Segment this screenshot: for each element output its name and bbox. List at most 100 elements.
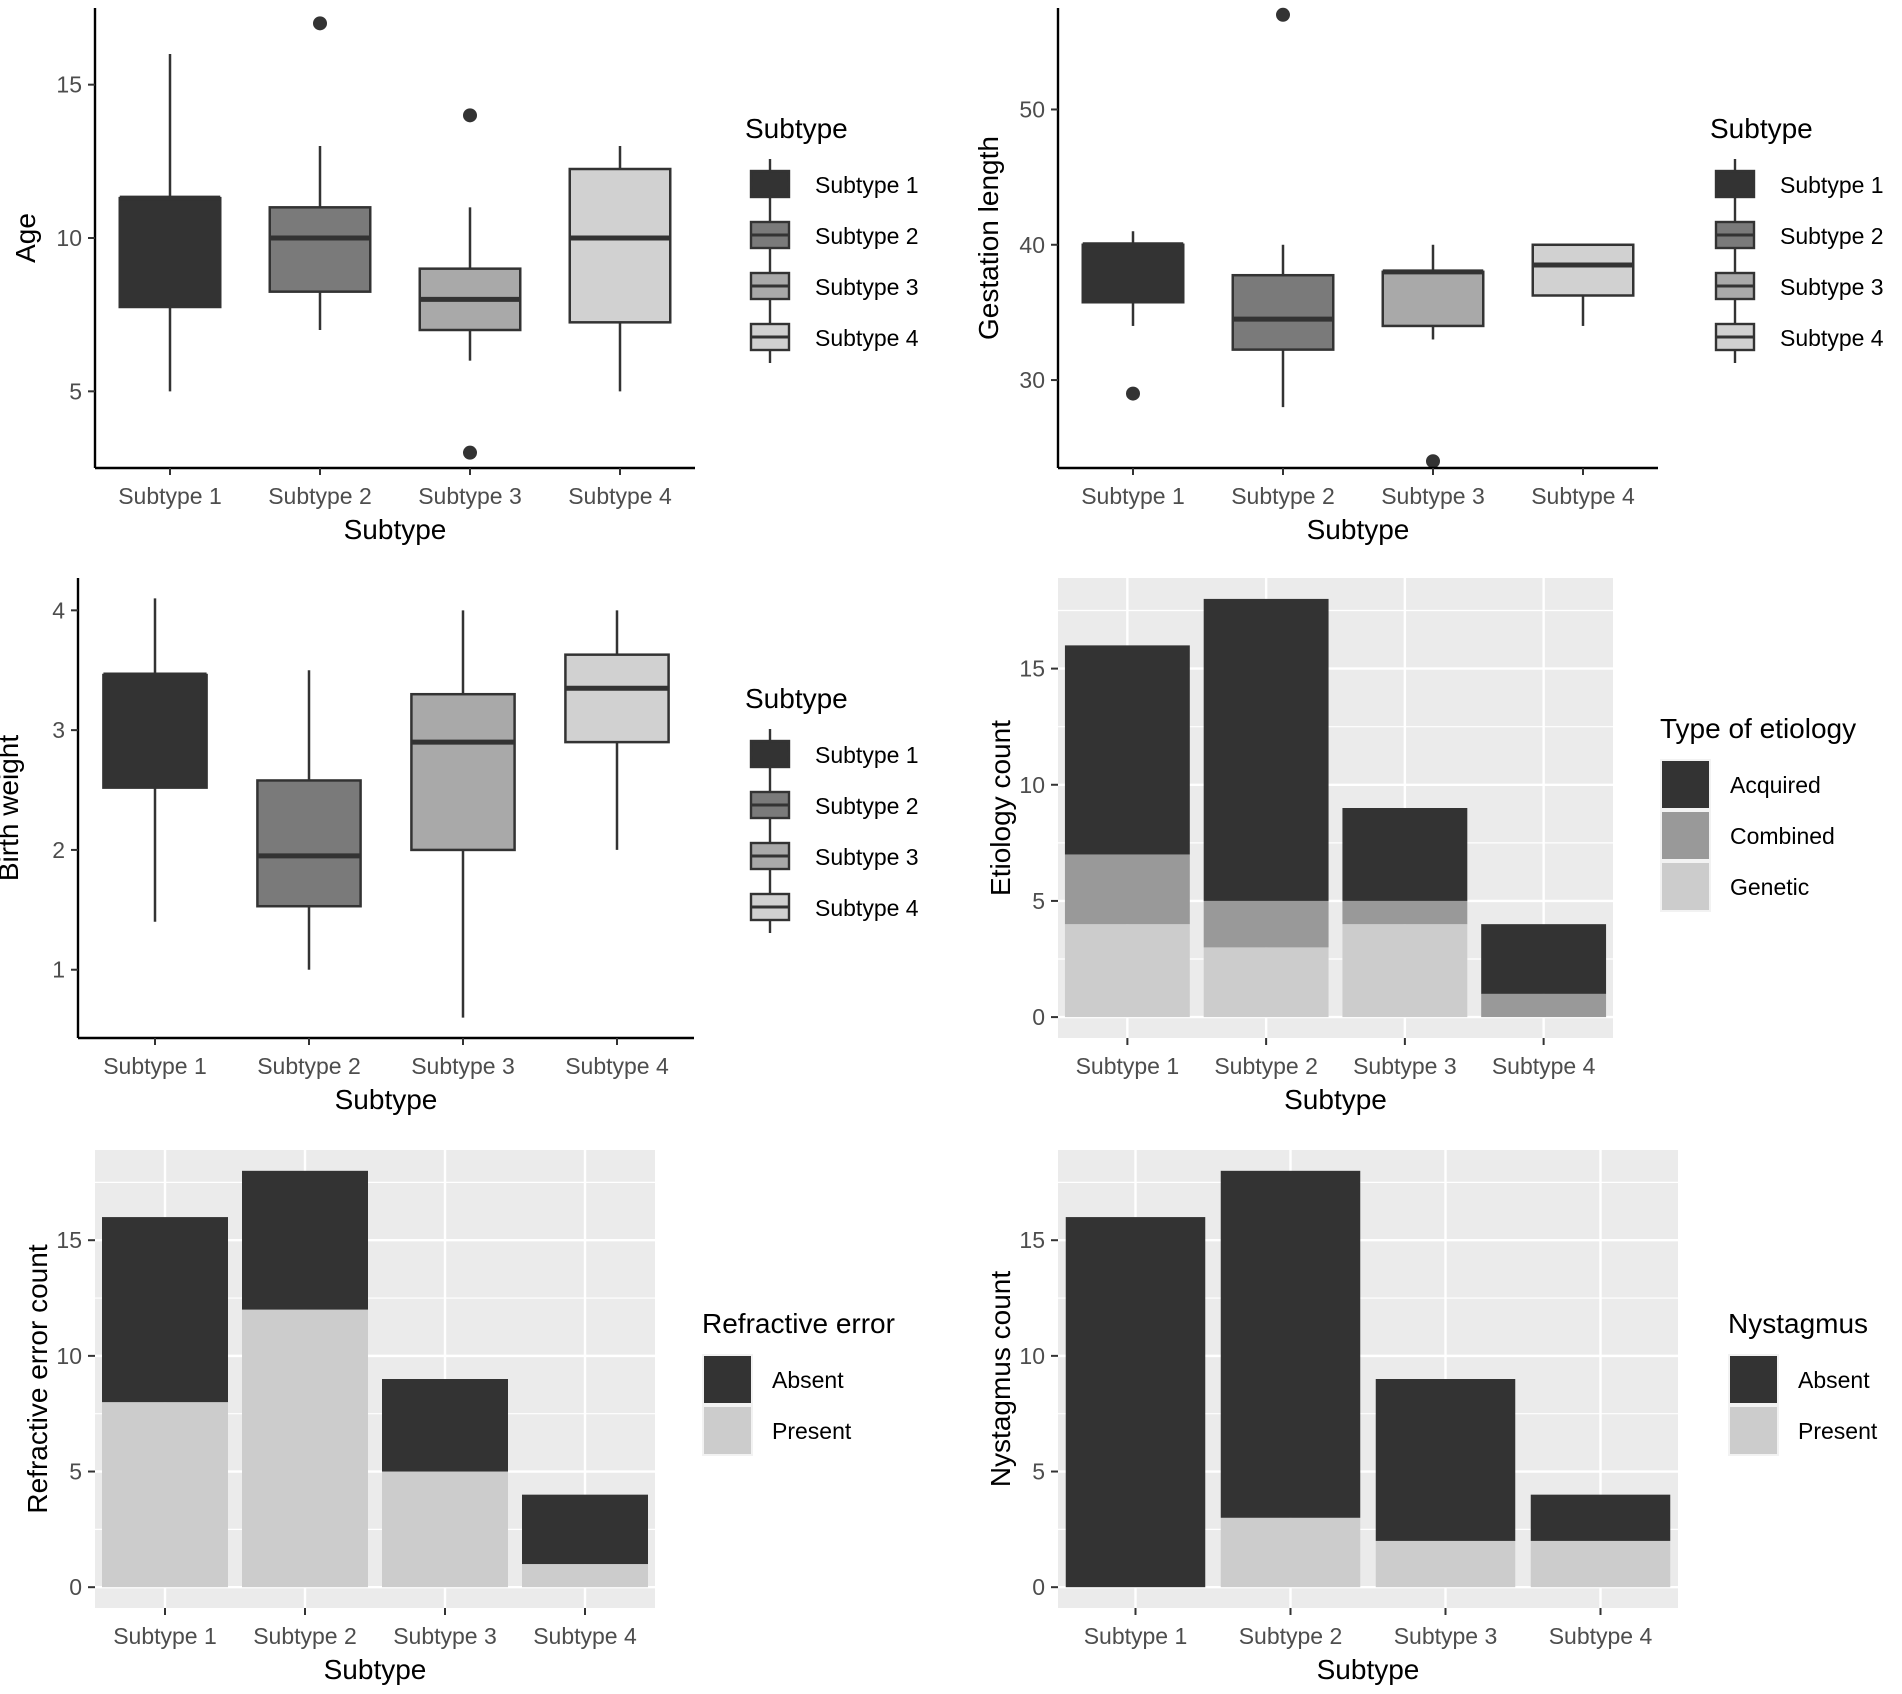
legend-label: Combined <box>1730 823 1835 849</box>
bar-absent-2 <box>1220 1170 1361 1518</box>
y-axis-title: Etiology count <box>985 720 1016 896</box>
x-tick-label: Subtype 2 <box>268 483 372 509</box>
legend-key-swatch <box>1730 1356 1777 1403</box>
y-tick-label: 5 <box>1032 888 1045 914</box>
bar-present-3 <box>382 1471 508 1588</box>
legend-label: Subtype 4 <box>815 325 919 351</box>
y-axis-title: Refractive error count <box>22 1244 53 1513</box>
legend-label: Subtype 2 <box>815 793 919 819</box>
y-tick-label: 15 <box>56 72 82 98</box>
box-1 <box>102 598 208 922</box>
y-tick-label: 15 <box>1019 1227 1045 1253</box>
bar-present-4 <box>1530 1540 1671 1588</box>
legend-title: Refractive error <box>702 1308 895 1339</box>
x-tick-label: Subtype 2 <box>1231 483 1335 509</box>
box-1 <box>1081 231 1185 401</box>
legend-title: Subtype <box>1710 113 1813 144</box>
y-tick-label: 40 <box>1019 232 1045 258</box>
legend-key-swatch <box>1662 812 1709 859</box>
box-body <box>410 692 516 852</box>
outlier-point <box>1126 386 1140 401</box>
bar-genetic-3 <box>1342 924 1468 1018</box>
x-tick-label: Subtype 2 <box>257 1053 361 1079</box>
y-axis-title: Gestation length <box>973 136 1004 340</box>
x-axis-title: Subtype <box>324 1654 427 1685</box>
x-tick-label: Subtype 3 <box>393 1623 497 1649</box>
box-2 <box>268 16 372 330</box>
legend-title: Type of etiology <box>1660 713 1856 744</box>
legend: Subtype Subtype 1 Subtype 2 Subtype 3 Subtyp… <box>745 113 919 363</box>
x-tick-label: Subtype 3 <box>1353 1053 1457 1079</box>
bar-absent-3 <box>1375 1379 1516 1541</box>
legend-key <box>745 159 796 210</box>
legend-label: Present <box>772 1418 852 1444</box>
bar-acquired-3 <box>1342 808 1468 901</box>
legend-key <box>745 261 796 312</box>
legend-key <box>1728 1354 1779 1405</box>
legend-key <box>702 1405 753 1456</box>
x-tick-label: Subtype 1 <box>1081 483 1185 509</box>
bar-absent-1 <box>1065 1217 1206 1588</box>
x-tick-label: Subtype 4 <box>568 483 672 509</box>
x-tick-label: Subtype 4 <box>533 1623 637 1649</box>
box-3 <box>410 610 516 1018</box>
box-3 <box>1381 244 1485 469</box>
legend-label: Absent <box>1798 1367 1870 1393</box>
y-axis-title: Birth weight <box>0 735 24 882</box>
legend-label: Present <box>1798 1418 1878 1444</box>
legend-label: Subtype 1 <box>1780 172 1884 198</box>
y-axis-title: Age <box>10 213 41 263</box>
legend-label: Absent <box>772 1367 844 1393</box>
x-tick-label: Subtype 2 <box>1239 1623 1343 1649</box>
x-tick-label: Subtype 3 <box>411 1053 515 1079</box>
legend-key-swatch <box>1662 863 1709 910</box>
x-tick-label: Subtype 2 <box>1214 1053 1318 1079</box>
outlier-point <box>313 16 327 31</box>
legend-key <box>745 780 796 831</box>
legend-key-swatch <box>1730 1407 1777 1454</box>
x-tick-label: Subtype 1 <box>113 1623 217 1649</box>
box-2 <box>1231 7 1335 408</box>
box-body <box>564 653 670 744</box>
chart-birthweight: 1 2 3 4 Subtype 1 Subtype 2 Subtype 3 Subtype 4… <box>0 578 919 1115</box>
legend-key <box>1728 1405 1779 1456</box>
bar-acquired-2 <box>1203 598 1329 901</box>
box-body <box>102 673 208 789</box>
x-axis-title: Subtype <box>344 514 447 545</box>
box-body <box>1531 243 1635 297</box>
x-tick-label: Subtype 4 <box>565 1053 669 1079</box>
y-tick-label: 4 <box>52 597 65 623</box>
box-body <box>1231 273 1335 351</box>
legend-key <box>745 312 796 363</box>
legend-key-swatch <box>704 1356 751 1403</box>
bar-absent-2 <box>242 1170 368 1310</box>
y-tick-label: 1 <box>52 957 65 983</box>
box-body <box>1081 243 1185 304</box>
legend-label: Subtype 3 <box>815 274 919 300</box>
bar-present-1 <box>102 1402 228 1588</box>
box-body <box>1381 270 1485 328</box>
box-4 <box>1531 243 1635 326</box>
legend: Type of etiology Acquired Combined Genetic <box>1660 713 1856 912</box>
bar-combined-1 <box>1064 854 1190 925</box>
y-tick-label: 5 <box>69 1459 82 1485</box>
bar-genetic-2 <box>1203 947 1329 1018</box>
outlier-point <box>1276 7 1290 22</box>
y-tick-label: 15 <box>56 1227 82 1253</box>
bar-present-2 <box>242 1309 368 1588</box>
bar-present-4 <box>522 1564 648 1588</box>
x-tick-label: Subtype 4 <box>1531 483 1635 509</box>
legend-label: Subtype 4 <box>815 895 919 921</box>
bar-absent-3 <box>382 1379 508 1472</box>
bar-present-2 <box>1220 1517 1361 1588</box>
legend-key-swatch <box>704 1407 751 1454</box>
outlier-point <box>463 445 477 460</box>
y-tick-label: 10 <box>56 1343 82 1369</box>
legend-key <box>745 210 796 261</box>
y-tick-label: 0 <box>69 1574 82 1600</box>
chart-refractive: 0 5 10 15 Subtype 1 Subtype 2 Subtype 3 Subtype… <box>22 1150 895 1685</box>
x-tick-label: Subtype 4 <box>1492 1053 1596 1079</box>
legend-title: Subtype <box>745 683 848 714</box>
